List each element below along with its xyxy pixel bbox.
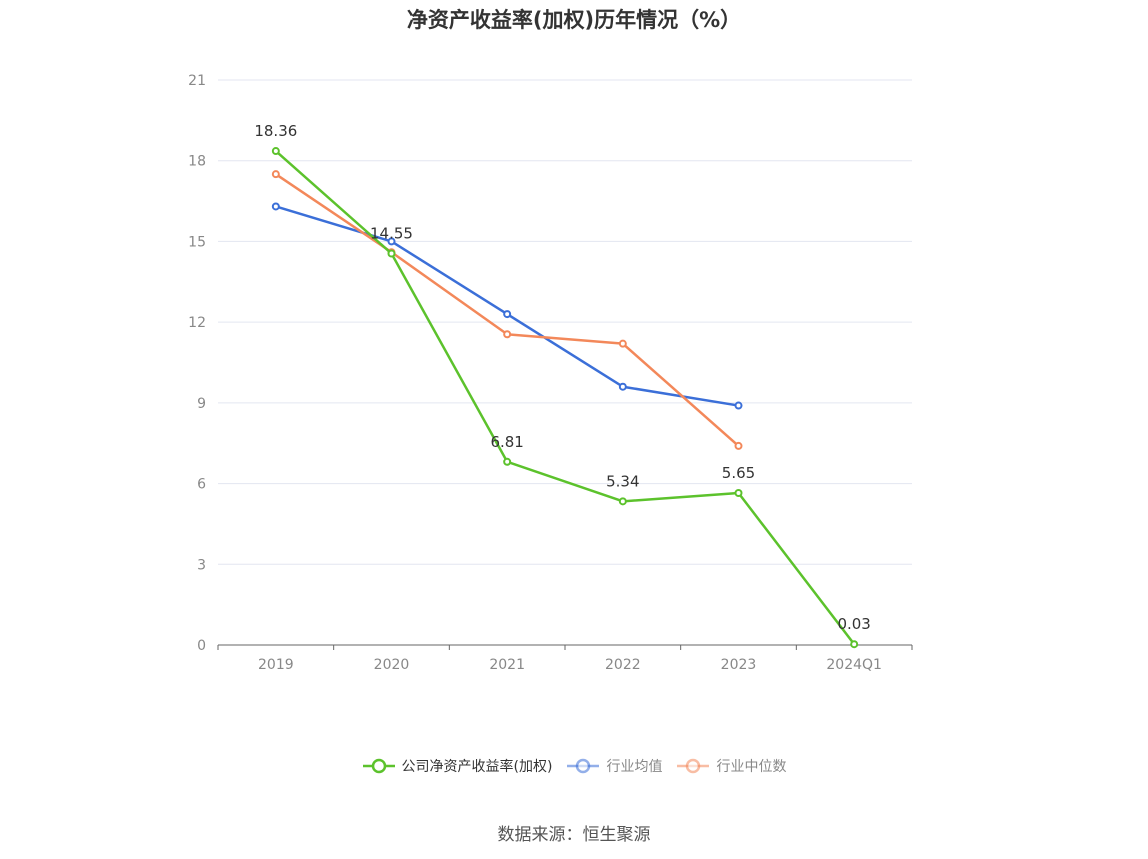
y-tick-label: 3 [197, 557, 206, 573]
legend-item[interactable]: 公司净资产收益率(加权) [362, 756, 553, 776]
y-tick-label: 9 [197, 396, 206, 412]
y-tick-label: 21 [188, 73, 206, 89]
chart-legend: 公司净资产收益率(加权) 行业均值 行业中位数 [0, 756, 1148, 776]
data-point [618, 382, 627, 391]
y-tick-label: 6 [197, 477, 206, 493]
y-tick-label: 18 [188, 154, 206, 170]
data-point [618, 339, 627, 348]
data-point [503, 310, 512, 319]
data-point [503, 457, 512, 466]
data-source-note: 数据来源：恒生聚源 [497, 825, 651, 845]
data-point [503, 330, 512, 339]
data-label: 18.36 [254, 122, 297, 140]
data-label: 5.34 [606, 472, 639, 490]
y-tick-label: 15 [188, 234, 206, 250]
legend-line-marker-icon [362, 758, 395, 774]
legend-label: 公司净资产收益率(加权) [401, 759, 553, 775]
series-line [275, 173, 740, 447]
data-point [618, 497, 627, 506]
data-point [387, 249, 396, 258]
data-point [271, 202, 280, 211]
series-line [275, 205, 739, 407]
data-point [387, 237, 396, 246]
legend-item[interactable]: 行业中位数 [676, 756, 786, 776]
data-point [734, 441, 743, 450]
x-tick-label: 2024Q1 [826, 657, 882, 673]
data-point [850, 640, 859, 649]
x-tick-label: 2022 [605, 657, 641, 673]
y-tick-label: 12 [188, 315, 206, 331]
x-tick-label: 2020 [374, 657, 410, 673]
legend-label: 行业中位数 [716, 759, 787, 775]
data-label: 14.55 [370, 225, 413, 243]
data-label: 5.65 [722, 464, 755, 482]
legend-item[interactable]: 行业均值 [566, 756, 662, 776]
x-tick-label: 2019 [258, 657, 294, 673]
legend-line-marker-icon [567, 758, 600, 774]
y-tick-label: 0 [197, 638, 206, 654]
data-point [271, 170, 280, 179]
data-label: 6.81 [490, 433, 523, 451]
data-point [734, 488, 743, 497]
data-point [271, 147, 280, 156]
data-point [734, 401, 743, 410]
legend-label: 行业均值 [606, 759, 663, 775]
legend-line-marker-icon [677, 758, 710, 774]
x-tick-label: 2021 [489, 657, 525, 673]
data-label: 0.03 [837, 615, 870, 633]
chart-title: 净资产收益率(加权)历年情况（%） [406, 8, 742, 32]
series-line [275, 150, 856, 645]
x-tick-label: 2023 [721, 657, 757, 673]
line-chart: 0 3 6 9 12 15 18 21 2019 2020 2021 2022 2023 2024Q1 18… [188, 73, 913, 673]
